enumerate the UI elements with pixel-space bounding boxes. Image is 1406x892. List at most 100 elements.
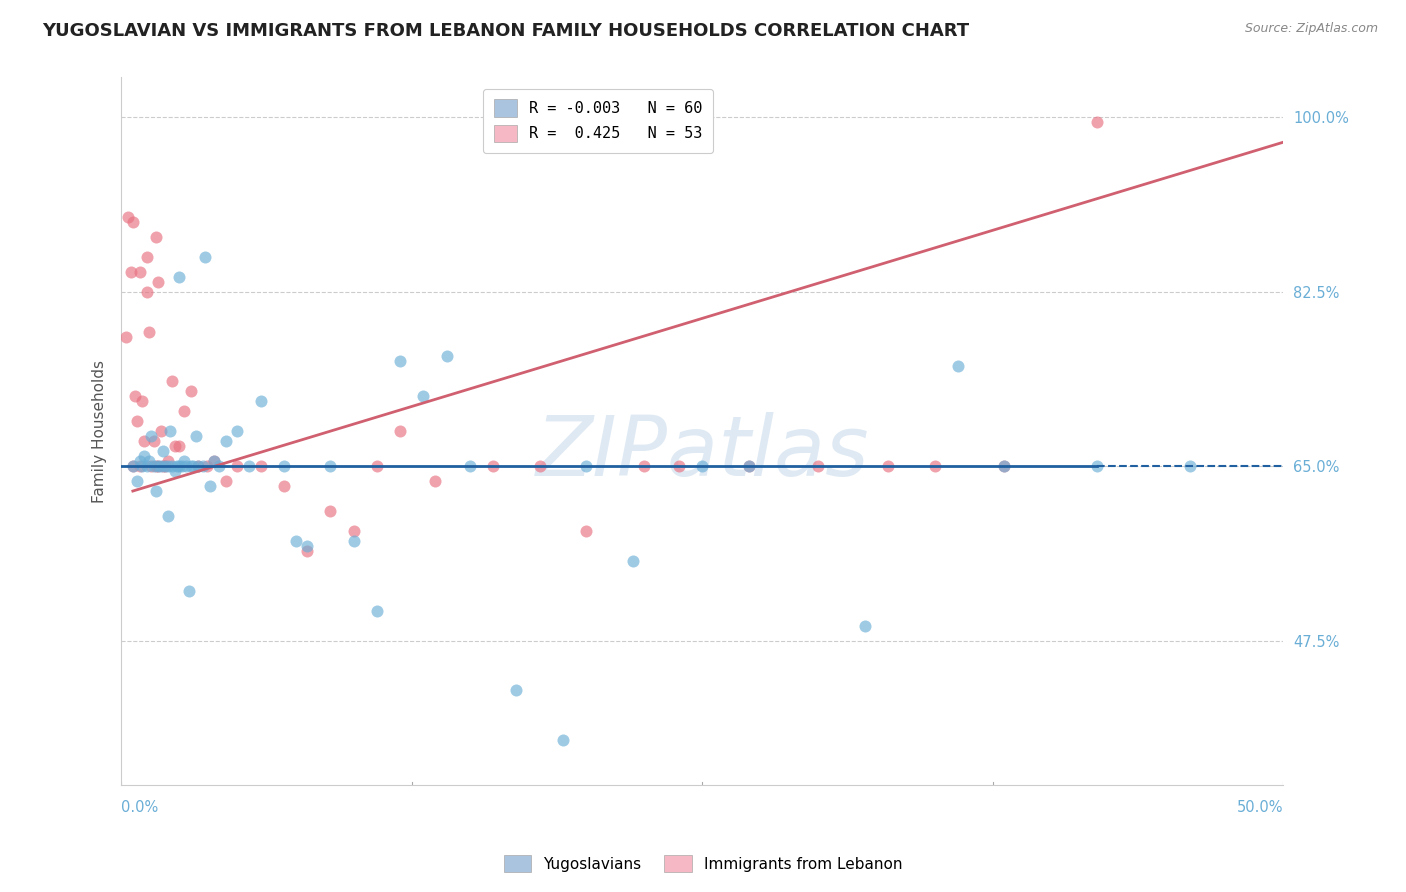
Point [141,459,163,474]
Point [249,459,271,474]
Legend: Yugoslavians, Immigrants from Lebanon: Yugoslavians, Immigrants from Lebanon [496,847,910,880]
Point [170,459,193,474]
Point [436,350,458,364]
Point [135,459,157,474]
Point [198,479,221,493]
Point [249,394,271,409]
Point [141,429,163,443]
Point [162,375,184,389]
Point [295,539,318,553]
Point [946,359,969,374]
Point [184,429,207,443]
Point [135,285,157,299]
Legend: R = -0.003   N = 60, R =  0.425   N = 53: R = -0.003 N = 60, R = 0.425 N = 53 [484,88,713,153]
Point [226,424,249,438]
Point [191,459,214,474]
Point [138,454,160,468]
Point [273,479,295,493]
Point [134,434,156,449]
Point [155,459,177,474]
Point [177,583,200,598]
Point [853,618,876,632]
Point [163,464,186,478]
Point [145,483,167,498]
Point [156,459,179,474]
Point [134,449,156,463]
Point [145,230,167,244]
Text: Source: ZipAtlas.com: Source: ZipAtlas.com [1244,22,1378,36]
Text: ZIPatlas: ZIPatlas [536,412,869,493]
Text: YUGOSLAVIAN VS IMMIGRANTS FROM LEBANON FAMILY HOUSEHOLDS CORRELATION CHART: YUGOSLAVIAN VS IMMIGRANTS FROM LEBANON F… [42,22,969,40]
Point [202,454,225,468]
Point [169,459,191,474]
Point [145,459,167,474]
Point [366,459,388,474]
Point [142,459,165,474]
Point [551,733,574,747]
Point [121,459,143,474]
Point [166,459,188,474]
Point [169,439,191,453]
Point [181,459,204,474]
Point [993,459,1015,474]
Point [195,459,218,474]
Point [128,265,150,279]
Point [173,454,195,468]
Point [152,444,174,458]
Point [319,459,342,474]
Point [149,424,172,438]
Point [117,210,139,224]
Point [115,329,138,343]
Point [807,459,830,474]
Point [135,250,157,264]
Point [423,474,446,488]
Point [621,554,644,568]
Point [174,459,197,474]
Point [505,683,527,698]
Point [127,414,149,428]
Point [156,454,179,468]
Point [575,524,598,538]
Point [194,250,217,264]
Point [121,215,143,229]
Point [738,459,761,474]
Point [155,459,177,474]
Point [412,389,434,403]
Point [208,459,231,474]
Point [127,474,149,488]
Point [482,459,505,474]
Point [215,434,238,449]
Point [366,604,388,618]
Point [389,354,412,368]
Point [458,459,481,474]
Point [238,459,260,474]
Point [121,459,143,474]
Point [180,459,202,474]
Point [202,454,225,468]
Text: 50.0%: 50.0% [1237,800,1284,815]
Point [148,275,170,289]
Point [131,459,153,474]
Point [1085,459,1108,474]
Point [162,459,184,474]
Point [187,459,209,474]
Point [163,439,186,453]
Point [529,459,551,474]
Point [690,459,713,474]
Point [1085,115,1108,129]
Point [148,459,170,474]
Point [1180,459,1202,474]
Point [124,389,146,403]
Point [993,459,1015,474]
Point [152,459,174,474]
Point [273,459,295,474]
Point [389,424,412,438]
Point [575,459,598,474]
Point [215,474,238,488]
Text: 0.0%: 0.0% [121,800,159,815]
Point [187,459,209,474]
Point [120,265,142,279]
Point [295,544,318,558]
Point [284,533,307,548]
Point [138,325,160,339]
